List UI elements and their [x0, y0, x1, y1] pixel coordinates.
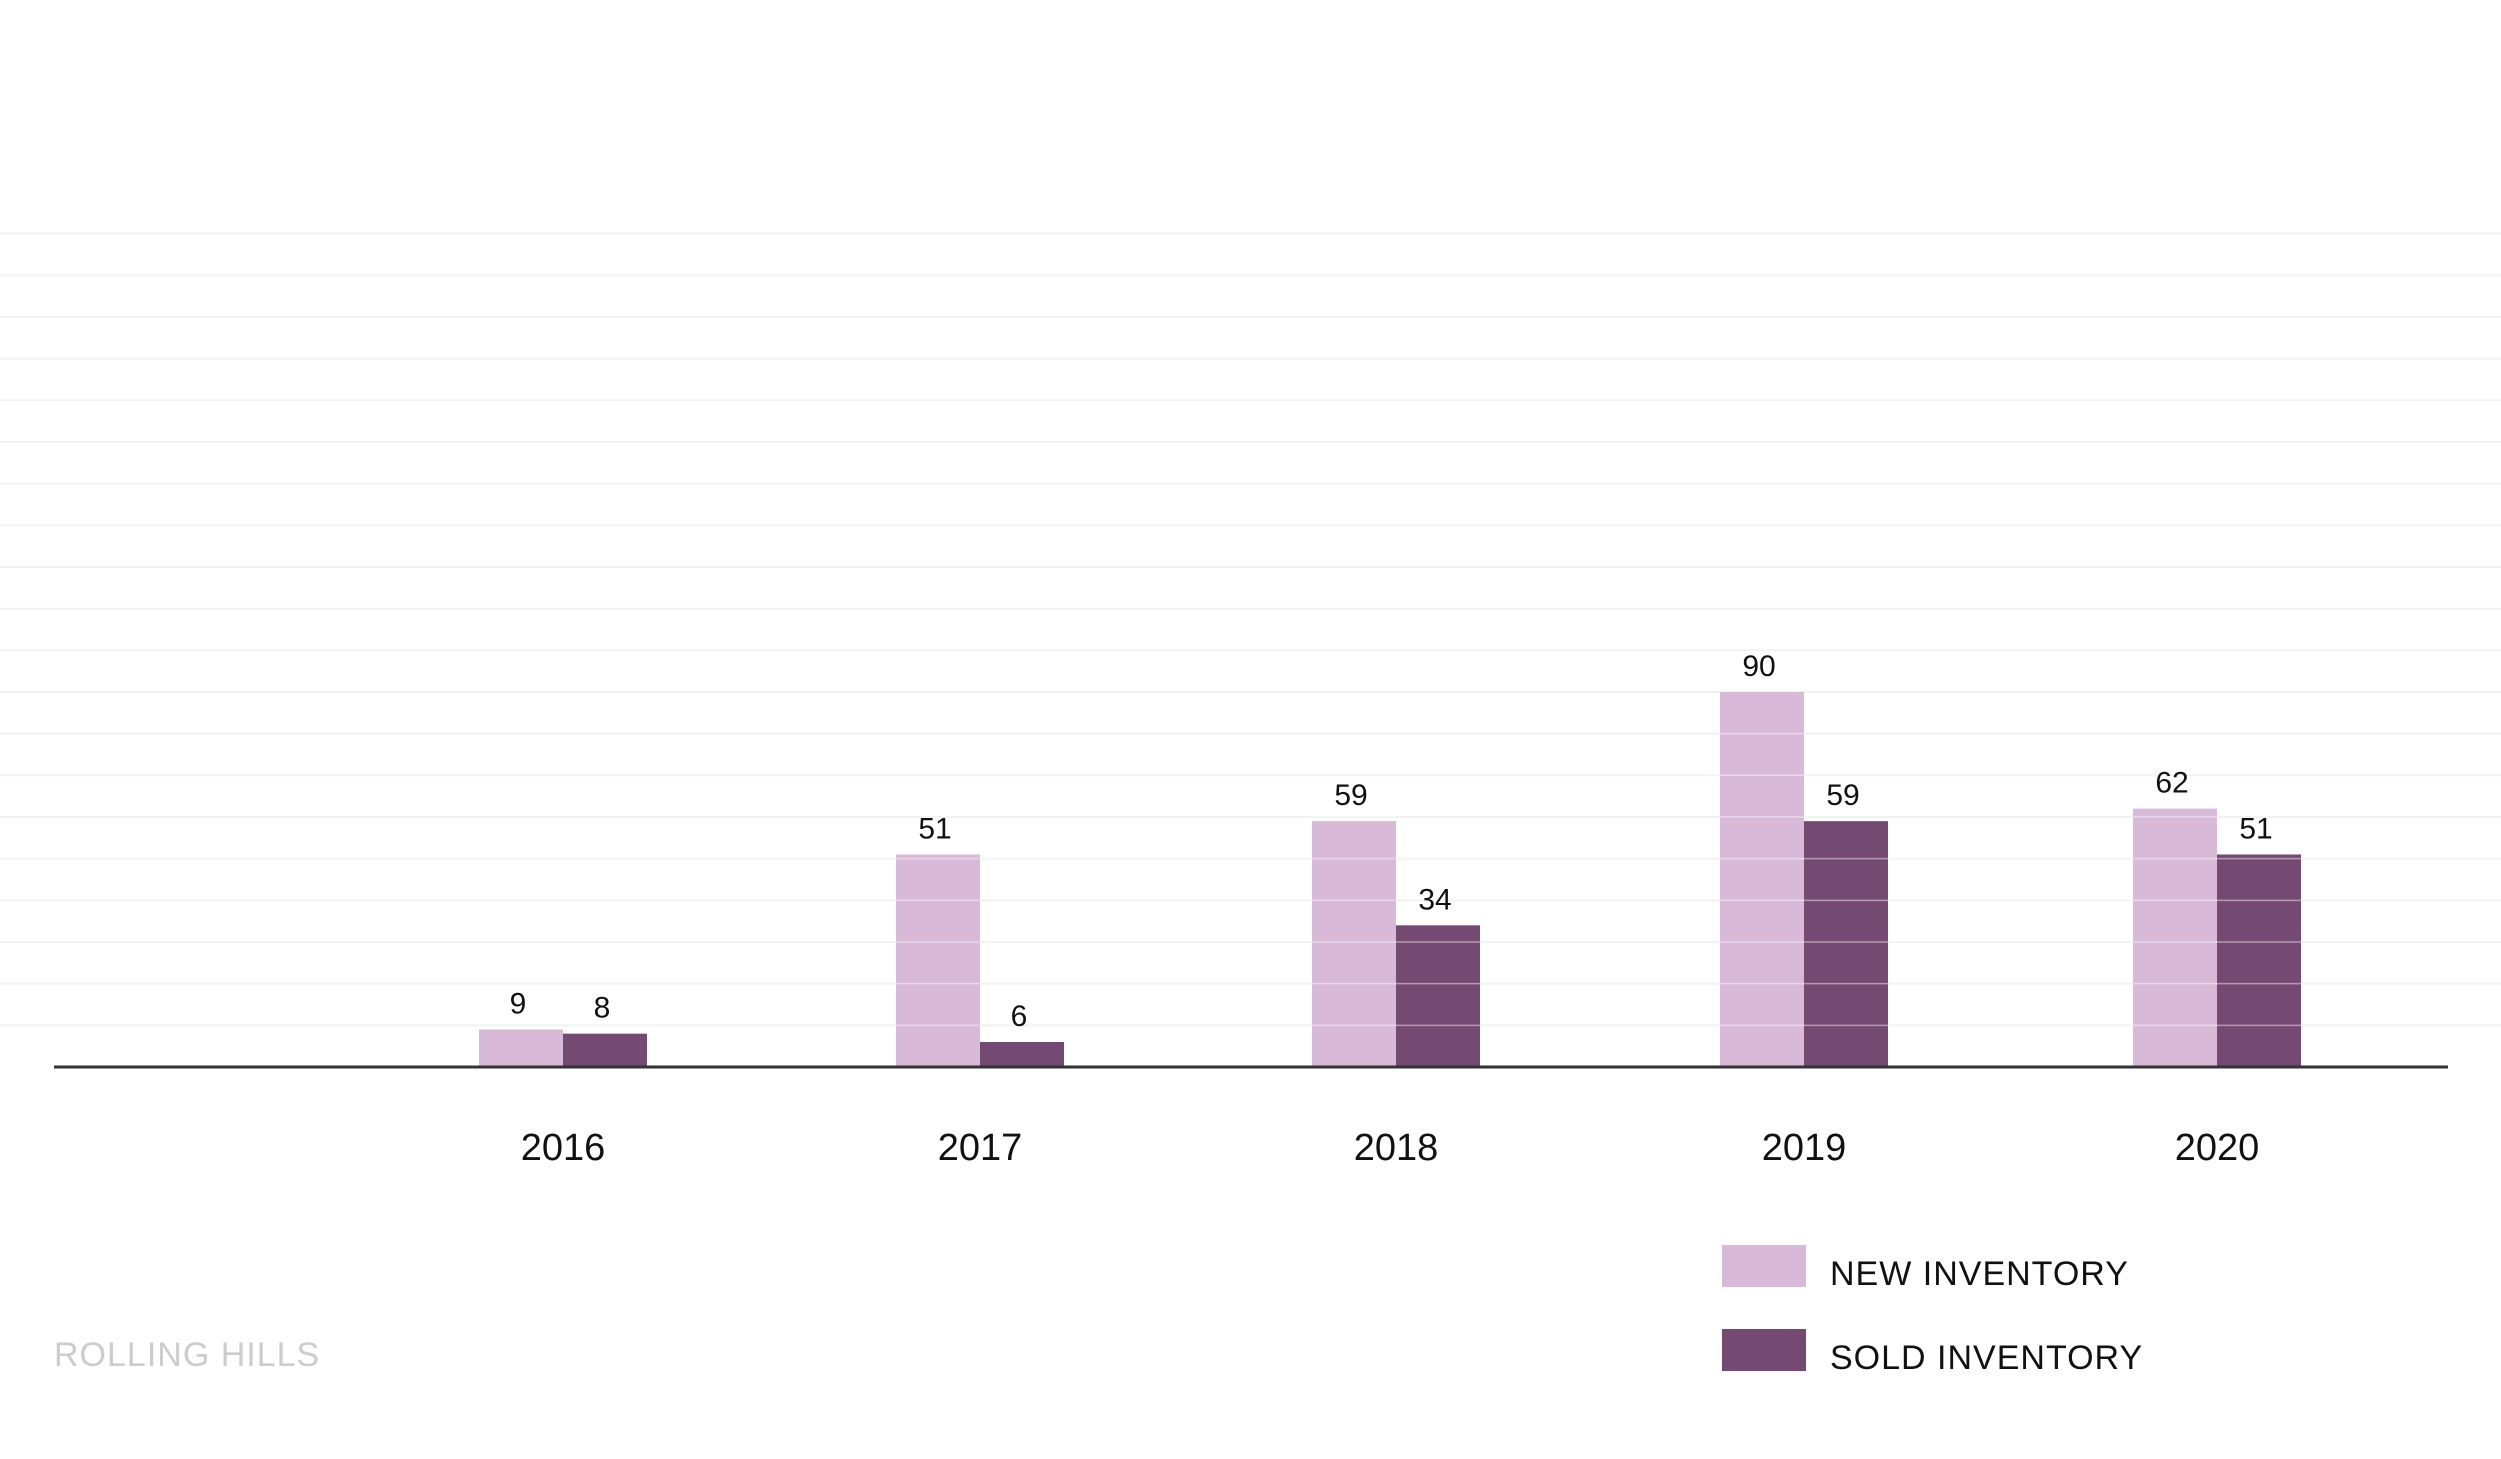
legend-label-sold-inventory: SOLD INVENTORY	[1830, 1338, 2144, 1377]
footer-label: ROLLING HILLS	[54, 1336, 321, 1374]
bar-new-inventory-2018	[1312, 821, 1396, 1067]
x-tick-label-2016: 2016	[521, 1127, 606, 1169]
x-tick-label-2018: 2018	[1354, 1127, 1439, 1169]
value-label-sold-inventory-2016: 8	[594, 992, 611, 1025]
bar-sold-inventory-2018	[1396, 925, 1480, 1067]
value-label-sold-inventory-2020: 51	[2239, 812, 2272, 845]
value-label-new-inventory-2018: 59	[1334, 779, 1367, 812]
bar-sold-inventory-2016	[563, 1033, 647, 1067]
value-label-sold-inventory-2017: 6	[1011, 1000, 1028, 1033]
value-label-new-inventory-2017: 51	[918, 812, 951, 845]
bars	[479, 691, 2301, 1067]
x-tick-label-2020: 2020	[2175, 1127, 2260, 1169]
value-label-new-inventory-2020: 62	[2155, 767, 2188, 800]
x-tick-label-2017: 2017	[938, 1127, 1023, 1169]
bar-new-inventory-2016	[479, 1029, 563, 1067]
legend-swatch-sold-inventory	[1722, 1329, 1806, 1371]
value-label-new-inventory-2016: 9	[510, 987, 527, 1020]
value-label-new-inventory-2019: 90	[1742, 650, 1775, 683]
legend: NEW INVENTORY SOLD INVENTORY	[1722, 1244, 2143, 1412]
bar-new-inventory-2020	[2133, 808, 2217, 1067]
value-labels: 9 8 51 6 59 34 90 59 62 51	[510, 650, 2273, 1033]
legend-item-new-inventory: NEW INVENTORY	[1722, 1244, 2143, 1293]
bar-sold-inventory-2017	[980, 1041, 1064, 1067]
value-label-sold-inventory-2018: 34	[1418, 883, 1451, 916]
bar-new-inventory-2017	[896, 854, 980, 1067]
bar-new-inventory-2019	[1720, 691, 1804, 1067]
legend-label-new-inventory: NEW INVENTORY	[1830, 1254, 2129, 1293]
bar-sold-inventory-2019	[1804, 821, 1888, 1067]
value-label-sold-inventory-2019: 59	[1826, 779, 1859, 812]
x-tick-labels: 2016 2017 2018 2019 2020	[521, 1127, 2260, 1169]
legend-swatch-new-inventory	[1722, 1245, 1806, 1287]
legend-item-sold-inventory: SOLD INVENTORY	[1722, 1328, 2143, 1377]
bar-sold-inventory-2020	[2217, 854, 2301, 1067]
gridlines	[0, 232, 2501, 1027]
bar-gridline-overlay	[896, 732, 2301, 1027]
x-tick-label-2019: 2019	[1762, 1127, 1847, 1169]
